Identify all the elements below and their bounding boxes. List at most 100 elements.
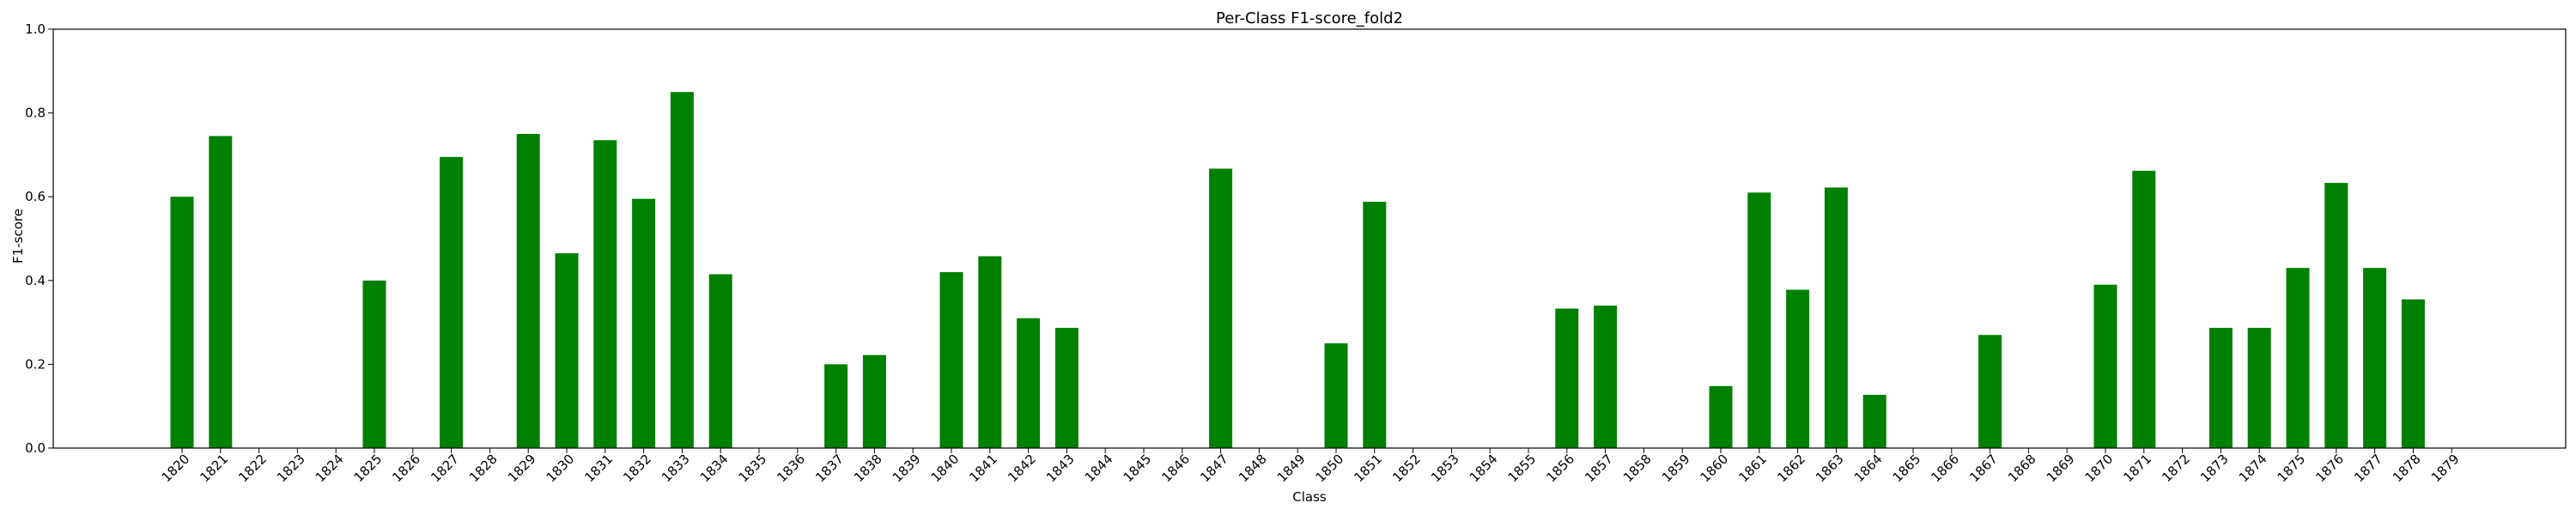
x-tick-label-1876: 1876	[2312, 451, 2347, 486]
x-tick-label-1828: 1828	[466, 451, 501, 486]
bar-1874	[2247, 327, 2271, 448]
x-tick-label-1843: 1843	[1043, 451, 1078, 486]
bar-1863	[1824, 187, 1848, 448]
x-tick-label-1831: 1831	[581, 451, 616, 486]
x-tick-label-1825: 1825	[351, 451, 386, 486]
bar-1878	[2401, 299, 2425, 448]
y-tick-label-2: 0.4	[25, 273, 46, 288]
x-tick-label-1833: 1833	[659, 451, 693, 486]
bar-1867	[1978, 335, 2002, 448]
bar-1875	[2286, 268, 2310, 448]
y-tick-label-4: 0.8	[25, 106, 46, 121]
bar-1871	[2132, 170, 2156, 448]
x-tick-label-1853: 1853	[1428, 451, 1462, 486]
x-tick-label-1850: 1850	[1313, 451, 1347, 486]
bar-1850	[1324, 343, 1348, 448]
x-tick-label-1836: 1836	[774, 451, 808, 486]
x-tick-label-1863: 1863	[1813, 451, 1847, 486]
bar-1833	[670, 92, 694, 448]
y-axis-ticks: 0.0 0.2 0.4 0.6 0.8 1.0	[25, 21, 53, 456]
x-tick-label-1834: 1834	[697, 451, 732, 486]
x-tick-label-1869: 1869	[2044, 451, 2078, 486]
x-tick-label-1870: 1870	[2082, 451, 2117, 486]
x-tick-label-1835: 1835	[736, 451, 770, 486]
x-tick-label-1854: 1854	[1467, 451, 1501, 486]
x-tick-label-1832: 1832	[620, 451, 654, 486]
bar-1825	[362, 280, 386, 448]
bar-1838	[862, 354, 886, 448]
x-tick-label-1862: 1862	[1774, 451, 1808, 486]
x-tick-label-1872: 1872	[2159, 451, 2193, 486]
x-tick-label-1846: 1846	[1158, 451, 1193, 486]
x-tick-label-1824: 1824	[313, 451, 347, 486]
y-tick-label-5: 1.0	[25, 21, 46, 37]
x-tick-label-1873: 1873	[2197, 451, 2232, 486]
bar-1861	[1747, 192, 1771, 448]
bar-1820	[170, 197, 194, 448]
bar-1832	[632, 198, 656, 448]
chart-title: Per-Class F1-score_fold2	[1216, 9, 1403, 27]
x-tick-label-1861: 1861	[1735, 451, 1770, 486]
x-tick-label-1877: 1877	[2351, 451, 2385, 486]
x-tick-label-1852: 1852	[1389, 451, 1424, 486]
bar-1862	[1786, 289, 1810, 448]
plot-frame	[52, 28, 2567, 449]
x-tick-label-1858: 1858	[1620, 451, 1655, 486]
bar-1873	[2208, 327, 2233, 448]
x-tick-label-1849: 1849	[1274, 451, 1309, 486]
bar-1827	[440, 156, 464, 448]
x-tick-label-1837: 1837	[812, 451, 847, 486]
bar-1857	[1594, 306, 1618, 448]
bar-1860	[1709, 385, 1733, 448]
bar-1877	[2363, 268, 2387, 448]
bar-1837	[824, 364, 848, 448]
bar-1843	[1054, 327, 1078, 448]
x-tick-label-1856: 1856	[1543, 451, 1577, 486]
x-tick-label-1839: 1839	[890, 451, 924, 486]
x-tick-label-1845: 1845	[1121, 451, 1155, 486]
bar-1829	[516, 134, 540, 448]
x-tick-label-1868: 1868	[2005, 451, 2039, 486]
x-tick-label-1844: 1844	[1082, 451, 1116, 486]
bars-group	[170, 92, 2425, 448]
bar-1830	[555, 253, 579, 448]
x-tick-label-1857: 1857	[1582, 451, 1616, 486]
x-axis-ticks: 1820 1821 1822 1823 1824 1825 1826 1827 1828 1829…	[159, 448, 2463, 485]
x-tick-label-1847: 1847	[1197, 451, 1231, 486]
x-tick-label-1855: 1855	[1505, 451, 1540, 486]
x-tick-label-1867: 1867	[1966, 451, 2001, 486]
x-tick-label-1830: 1830	[544, 451, 578, 486]
x-tick-label-1860: 1860	[1698, 451, 1732, 486]
bar-1821	[209, 136, 233, 448]
x-tick-label-1874: 1874	[2236, 451, 2270, 486]
bar-1876	[2324, 183, 2348, 448]
bar-1834	[708, 274, 732, 448]
x-tick-label-1871: 1871	[2120, 451, 2154, 486]
y-tick-label-0: 0.0	[25, 440, 46, 456]
x-tick-label-1878: 1878	[2390, 451, 2424, 486]
bar-1831	[593, 140, 617, 448]
x-tick-label-1841: 1841	[966, 451, 1000, 486]
x-tick-label-1875: 1875	[2275, 451, 2309, 486]
x-tick-label-1821: 1821	[197, 451, 231, 486]
bar-1864	[1862, 395, 1886, 448]
bar-1870	[2093, 284, 2117, 448]
x-tick-label-1827: 1827	[428, 451, 462, 486]
x-tick-label-1820: 1820	[159, 451, 193, 486]
x-tick-label-1859: 1859	[1659, 451, 1693, 486]
x-axis-label: Class	[1292, 489, 1327, 505]
x-tick-label-1851: 1851	[1351, 451, 1385, 486]
x-tick-label-1866: 1866	[1928, 451, 1962, 486]
x-tick-label-1823: 1823	[274, 451, 308, 486]
x-tick-label-1829: 1829	[505, 451, 539, 486]
x-tick-label-1838: 1838	[851, 451, 885, 486]
y-tick-label-1: 0.2	[25, 356, 46, 372]
bar-1851	[1363, 202, 1387, 448]
bar-1856	[1555, 308, 1579, 448]
bar-1847	[1209, 168, 1233, 448]
x-tick-label-1865: 1865	[1890, 451, 1924, 486]
x-tick-label-1826: 1826	[389, 451, 423, 486]
y-axis-label: F1-score	[10, 209, 26, 264]
x-tick-label-1848: 1848	[1236, 451, 1270, 486]
